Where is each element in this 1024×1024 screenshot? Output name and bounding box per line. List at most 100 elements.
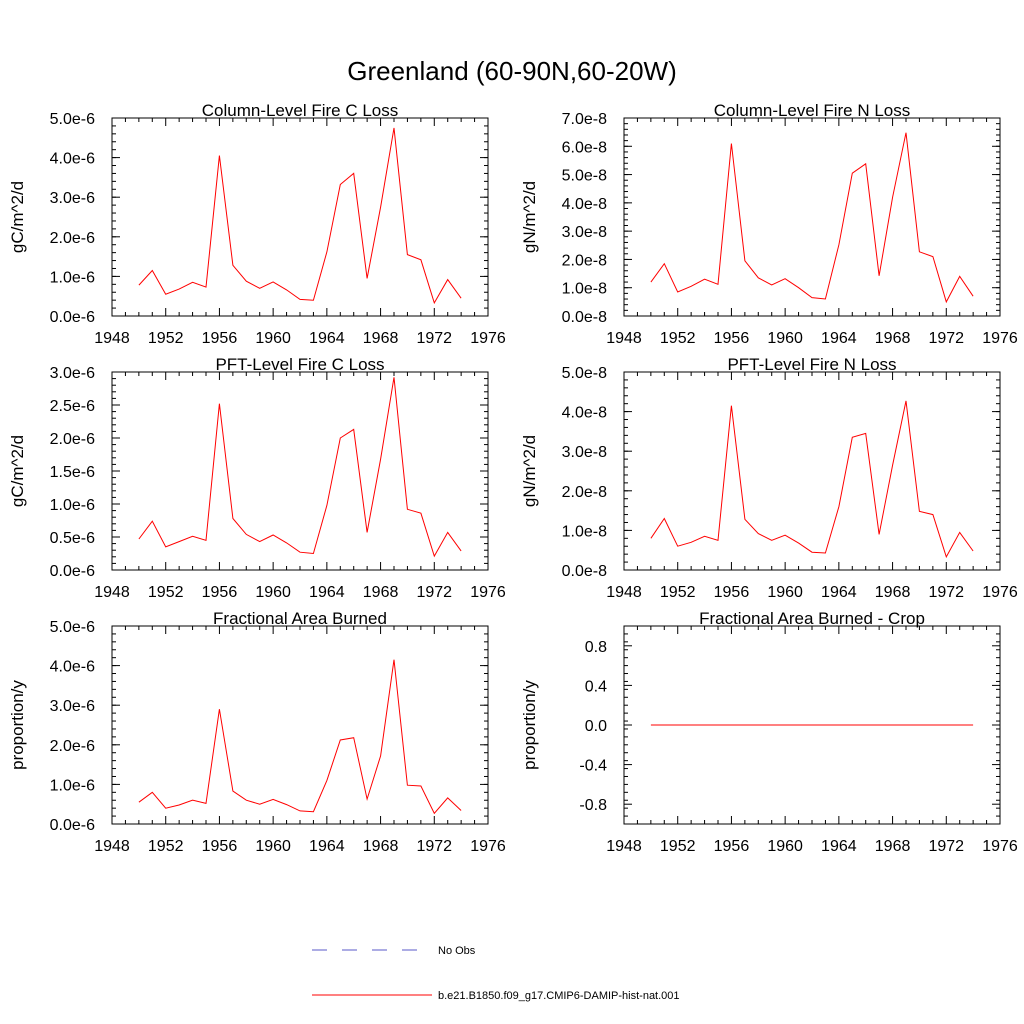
y-tick-label: 2.0e-6 xyxy=(50,738,95,755)
x-tick-label: 1960 xyxy=(767,330,803,347)
plot-frame xyxy=(111,371,489,571)
y-axis-label: proportion/y xyxy=(8,680,27,770)
y-tick-label: 0.0e-6 xyxy=(50,309,95,326)
chart-panel-4: PFT-Level Fire N Loss gN/m^2/d 1948 1952 195… xyxy=(520,355,1018,601)
chart-panel-3: PFT-Level Fire C Loss gC/m^2/d 1948 1952 195… xyxy=(8,355,506,601)
x-tick-label: 1964 xyxy=(309,330,345,347)
chart-panel-5: Fractional Area Burned proportion/y 1948 19… xyxy=(8,609,506,855)
series-line xyxy=(138,659,462,815)
y-axis-label: proportion/y xyxy=(520,680,539,770)
y-tick-label: 1.5e-6 xyxy=(50,464,95,481)
x-tick-label: 1972 xyxy=(416,584,452,601)
x-tick-label: 1960 xyxy=(255,584,291,601)
y-axis-label: gN/m^2/d xyxy=(520,181,539,253)
x-tick-label: 1948 xyxy=(94,838,130,855)
y-tick-label: 7.0e-8 xyxy=(562,111,607,128)
y-tick-label: 0.0e-8 xyxy=(562,563,607,580)
x-tick-label: 1956 xyxy=(714,330,750,347)
x-tick-label: 1968 xyxy=(363,584,399,601)
y-tick-label: 5.0e-8 xyxy=(562,365,607,382)
x-tick-label: 1960 xyxy=(767,838,803,855)
x-tick-label: 1972 xyxy=(416,330,452,347)
y-axis-label: gC/m^2/d xyxy=(8,181,27,253)
y-tick-label: 2.0e-6 xyxy=(50,230,95,247)
y-tick-label: 3.0e-6 xyxy=(50,190,95,207)
x-tick-label: 1956 xyxy=(202,330,238,347)
x-tick-label: 1956 xyxy=(714,838,750,855)
x-tick-label: 1968 xyxy=(875,838,911,855)
y-tick-label: 5.0e-6 xyxy=(50,619,95,636)
panel-title: Column-Level Fire N Loss xyxy=(714,101,911,120)
series-line xyxy=(138,127,462,305)
x-tick-label: 1968 xyxy=(875,584,911,601)
y-tick-label: 0.4 xyxy=(585,678,607,695)
y-tick-label: 3.0e-8 xyxy=(562,444,607,461)
legend-label-series: b.e21.B1850.f09_g17.CMIP6-DAMIP-hist-nat… xyxy=(438,990,680,1002)
x-tick-label: 1976 xyxy=(470,330,506,347)
y-tick-label: 2.0e-8 xyxy=(562,252,607,269)
y-tick-label: 4.0e-6 xyxy=(50,151,95,168)
panel-title: Fractional Area Burned - Crop xyxy=(699,609,925,628)
y-tick-label: 5.0e-8 xyxy=(562,168,607,185)
x-tick-label: 1968 xyxy=(363,838,399,855)
x-tick-label: 1972 xyxy=(416,838,452,855)
y-axis-label: gC/m^2/d xyxy=(8,435,27,507)
y-tick-label: 1.0e-6 xyxy=(50,497,95,514)
chart-panel-1: Column-Level Fire C Loss gC/m^2/d 1948 1952… xyxy=(8,101,506,347)
x-tick-label: 1948 xyxy=(606,838,642,855)
y-tick-label: 4.0e-6 xyxy=(50,659,95,676)
panel-title: Fractional Area Burned xyxy=(213,609,387,628)
x-tick-label: 1952 xyxy=(148,584,184,601)
plot-frame xyxy=(623,371,1001,571)
x-tick-label: 1976 xyxy=(470,584,506,601)
panel-title: PFT-Level Fire N Loss xyxy=(727,355,896,374)
x-tick-label: 1968 xyxy=(363,330,399,347)
x-tick-label: 1964 xyxy=(821,330,857,347)
x-tick-label: 1948 xyxy=(94,330,130,347)
x-tick-label: 1948 xyxy=(606,330,642,347)
plot-frame xyxy=(111,625,489,825)
chart-panel-6: Fractional Area Burned - Crop proportion/… xyxy=(520,609,1018,855)
x-tick-label: 1968 xyxy=(875,330,911,347)
y-tick-label: 0.0e-6 xyxy=(50,563,95,580)
y-tick-label: 1.0e-8 xyxy=(562,281,607,298)
plot-frame xyxy=(623,117,1001,317)
x-tick-label: 1956 xyxy=(202,838,238,855)
x-tick-label: 1960 xyxy=(767,584,803,601)
y-tick-label: 2.0e-8 xyxy=(562,484,607,501)
y-tick-label: 0.0e-8 xyxy=(562,309,607,326)
panel-title: PFT-Level Fire C Loss xyxy=(215,355,384,374)
series-line xyxy=(650,400,974,559)
y-tick-label: 0.8 xyxy=(585,639,607,656)
y-tick-label: -0.4 xyxy=(579,758,607,775)
x-tick-label: 1952 xyxy=(148,330,184,347)
y-tick-label: 5.0e-6 xyxy=(50,111,95,128)
plot-frame xyxy=(111,117,489,317)
y-tick-label: 1.0e-6 xyxy=(50,777,95,794)
y-tick-label: 6.0e-8 xyxy=(562,139,607,156)
x-tick-label: 1952 xyxy=(660,838,696,855)
chart-panel-2: Column-Level Fire N Loss gN/m^2/d 1948 1952… xyxy=(520,101,1018,347)
x-tick-label: 1972 xyxy=(928,838,964,855)
x-tick-label: 1972 xyxy=(928,584,964,601)
x-tick-label: 1956 xyxy=(202,584,238,601)
x-tick-label: 1976 xyxy=(470,838,506,855)
y-tick-label: 1.0e-8 xyxy=(562,523,607,540)
x-tick-label: 1952 xyxy=(148,838,184,855)
legend: No Obs b.e21.B1850.f09_g17.CMIP6-DAMIP-h… xyxy=(312,945,680,1002)
y-tick-label: -0.8 xyxy=(579,797,607,814)
x-tick-label: 1964 xyxy=(821,838,857,855)
y-tick-label: 3.0e-6 xyxy=(50,365,95,382)
figure-title: Greenland (60-90N,60-20W) xyxy=(347,56,677,86)
x-tick-label: 1976 xyxy=(982,330,1018,347)
panel-title: Column-Level Fire C Loss xyxy=(202,101,399,120)
series-line xyxy=(650,132,974,304)
x-tick-label: 1976 xyxy=(982,584,1018,601)
chart-panels: Column-Level Fire C Loss gC/m^2/d 1948 1952… xyxy=(8,101,1018,855)
y-axis-label: gN/m^2/d xyxy=(520,435,539,507)
x-tick-label: 1952 xyxy=(660,330,696,347)
legend-label-no-obs: No Obs xyxy=(438,945,476,957)
x-tick-label: 1964 xyxy=(821,584,857,601)
x-tick-label: 1960 xyxy=(255,838,291,855)
